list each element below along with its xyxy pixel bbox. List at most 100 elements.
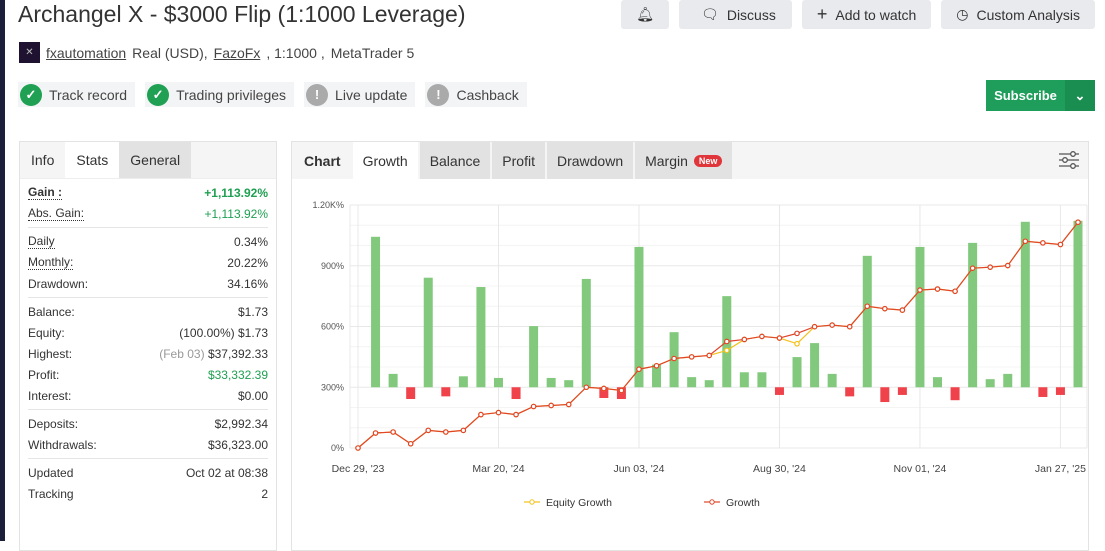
bar-positive	[862, 255, 872, 388]
discuss-label: Discuss	[726, 6, 776, 23]
badge-label: Cashback	[456, 86, 519, 103]
window-edge	[0, 0, 5, 541]
tab-margin[interactable]: Margin New	[635, 142, 733, 179]
bar-negative	[774, 387, 784, 395]
stat-value: 34.16%	[227, 276, 268, 291]
stat-drawdown: Drawdown: 34.16%	[28, 273, 268, 294]
data-point	[671, 355, 677, 362]
stat-label: Profit:	[28, 367, 60, 382]
bar-positive	[687, 377, 697, 388]
data-point	[565, 401, 572, 408]
badge-trading-privileges[interactable]: ✓ Trading privileges	[145, 82, 295, 107]
bar-positive	[581, 278, 591, 388]
stat-value: $36,323.00	[207, 437, 268, 452]
badge-live-update[interactable]: ! Live update	[304, 82, 416, 107]
bar-negative	[950, 387, 960, 401]
badge-cashback[interactable]: ! Cashback	[425, 82, 527, 107]
bar-positive	[493, 377, 503, 388]
x-tick-label: Dec 29, '23	[332, 463, 385, 475]
subscribe-dropdown[interactable]: ⌄	[1065, 80, 1095, 111]
broker-link[interactable]: FazoFx	[213, 44, 261, 61]
account-subtitle: ✕ fxautomation Real (USD), FazoFx , 1:10…	[19, 42, 414, 63]
discuss-button[interactable]: 🗨︎ Discuss	[679, 0, 792, 29]
bar-positive	[792, 357, 802, 388]
data-point	[513, 411, 519, 418]
tab-stats[interactable]: Stats	[65, 142, 120, 178]
data-point	[846, 323, 853, 330]
platform: MetaTrader 5	[330, 44, 415, 61]
data-point	[372, 430, 379, 436]
bar-negative	[406, 387, 416, 399]
data-point	[653, 362, 660, 369]
data-point	[987, 264, 993, 270]
stat-interest: Interest: $0.00	[28, 385, 268, 406]
user-avatar[interactable]: ✕	[19, 42, 40, 63]
chevron-down-icon: ⌄	[1074, 87, 1086, 103]
data-point	[934, 286, 941, 292]
stat-value: $1.73	[237, 325, 268, 340]
data-point	[495, 409, 502, 416]
tab-info[interactable]: Info	[31, 152, 55, 168]
data-point	[355, 445, 361, 451]
bar-positive	[476, 287, 486, 388]
data-point	[723, 347, 730, 354]
bell-icon: 🔔︎	[636, 6, 655, 22]
stat-daily: Daily 0.34%	[28, 231, 268, 252]
exclamation-icon: !	[306, 83, 329, 106]
x-tick-label: Jun 03, '24	[613, 463, 664, 475]
stat-label[interactable]: Abs. Gain:	[28, 205, 85, 221]
bar-negative	[511, 387, 521, 399]
series-line-1	[357, 221, 1079, 449]
tab-growth[interactable]: Growth	[352, 142, 418, 179]
margin-label: Margin	[645, 152, 688, 169]
filter-settings-icon[interactable]	[1058, 150, 1080, 170]
bar-positive	[915, 246, 925, 388]
bar-positive	[371, 236, 381, 388]
data-point	[636, 366, 642, 373]
badge-track-record[interactable]: ✓ Track record	[18, 82, 136, 107]
data-point	[759, 333, 765, 340]
stat-value: 0.34%	[233, 234, 268, 249]
stat-label[interactable]: Monthly:	[28, 254, 74, 270]
stat-label[interactable]: Gain :	[28, 184, 63, 200]
data-point	[969, 265, 976, 271]
bar-positive	[423, 277, 433, 388]
data-point	[407, 440, 414, 447]
legend-label[interactable]: Growth	[726, 497, 760, 509]
stat-tracking: Tracking 2	[28, 483, 268, 504]
stat-highest: Highest: (Feb 03) $37,392.33	[28, 343, 268, 364]
tab-drawdown[interactable]: Drawdown	[546, 142, 634, 179]
data-point	[1057, 241, 1064, 248]
data-point	[1075, 219, 1081, 226]
bar-positive	[739, 372, 749, 388]
analysis-label: Custom Analysis	[976, 6, 1080, 23]
tab-balance[interactable]: Balance	[419, 142, 491, 179]
add-to-watch-button[interactable]: + Add to watch	[801, 0, 932, 29]
tab-general[interactable]: General	[119, 142, 192, 178]
bar-positive	[827, 373, 837, 388]
growth-chart: 0% 300% 600% 900% 1.20K% Dec 29, '23 Mar 20, '…	[312, 200, 1088, 509]
notify-button[interactable]: 🔔︎	[621, 0, 670, 29]
stat-monthly: Monthly: 20.22%	[28, 252, 268, 273]
stat-profit: Profit: $33,332.39	[28, 364, 268, 385]
data-point	[1004, 262, 1011, 269]
stats-panel: Info Stats General Gain : +1,113.92% Abs.…	[19, 141, 277, 551]
tab-profit[interactable]: Profit	[492, 142, 545, 179]
legend-label[interactable]: Equity Growth	[546, 497, 612, 509]
y-tick-label: 600%	[321, 322, 344, 332]
y-tick-label: 900%	[321, 261, 344, 271]
stat-value: +1,113.92%	[204, 185, 268, 200]
stat-label[interactable]: Daily	[28, 233, 55, 249]
stat-value: $0.00	[237, 388, 268, 403]
data-point	[618, 387, 625, 394]
stat-label: Interest:	[28, 388, 72, 403]
data-point	[829, 322, 835, 328]
custom-analysis-button[interactable]: ◷ Custom Analysis	[941, 0, 1095, 29]
data-point	[1040, 240, 1046, 246]
data-point	[917, 287, 923, 293]
chart-label: Chart	[304, 152, 341, 169]
leverage: , 1:1000 ,	[266, 44, 325, 61]
bar-negative	[1038, 387, 1048, 397]
user-link[interactable]: fxautomation	[46, 44, 127, 61]
subscribe-button[interactable]: Subscribe	[994, 88, 1057, 103]
